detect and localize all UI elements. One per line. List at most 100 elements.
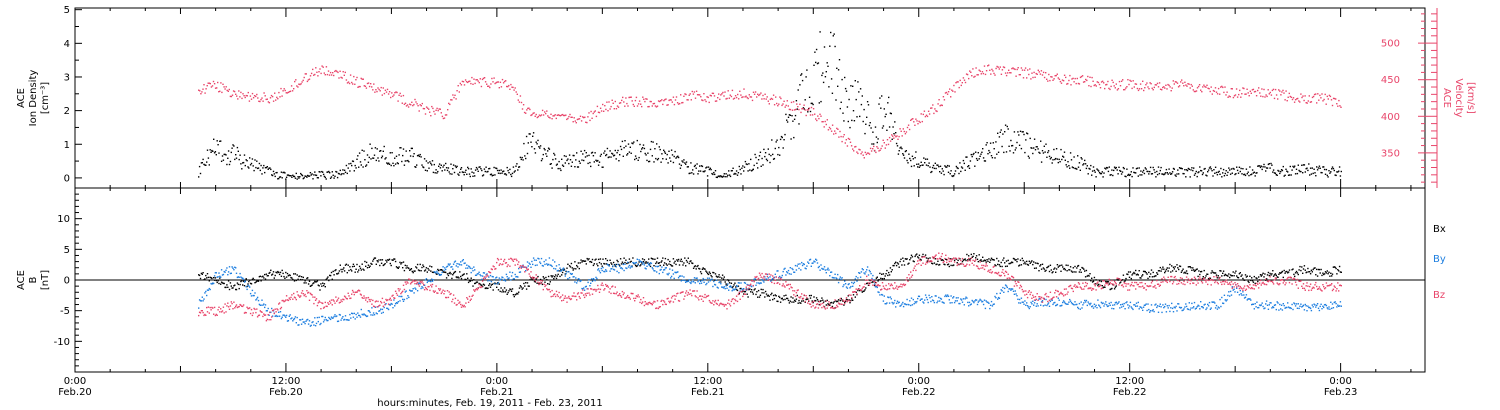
density-point <box>893 133 895 135</box>
by-point <box>1104 303 1106 305</box>
density-point <box>582 153 584 155</box>
velocity-point <box>1223 91 1225 94</box>
density-point <box>646 159 648 162</box>
bx-point <box>1229 274 1232 276</box>
density-point <box>386 162 388 164</box>
by-point <box>990 300 993 303</box>
density-point <box>409 150 411 152</box>
density-point <box>1106 167 1109 169</box>
density-point <box>223 153 225 156</box>
by-point <box>1015 293 1017 295</box>
density-point <box>723 173 725 175</box>
bx-point <box>735 288 738 291</box>
by-point <box>414 287 416 289</box>
by-point <box>236 276 239 279</box>
velocity-point <box>400 95 402 97</box>
bx-point <box>918 254 921 256</box>
velocity-point <box>1090 85 1092 88</box>
by-point <box>753 278 755 280</box>
velocity-point <box>919 121 921 124</box>
by-point <box>335 315 337 318</box>
by-point <box>231 266 233 268</box>
by-point <box>1009 288 1011 290</box>
by-point <box>370 314 372 316</box>
density-point <box>1065 164 1067 166</box>
density-point <box>1042 152 1045 154</box>
bx-point <box>677 260 679 262</box>
bx-point <box>781 297 783 299</box>
density-point <box>505 174 508 176</box>
density-point <box>352 160 355 163</box>
density-point <box>817 62 820 64</box>
velocity-point <box>540 114 543 116</box>
density-point <box>931 170 933 173</box>
bx-point <box>389 262 391 265</box>
by-point <box>597 268 600 270</box>
density-point <box>1309 167 1312 169</box>
by-point <box>657 265 660 267</box>
by-point <box>714 284 717 286</box>
velocity-point <box>882 139 884 141</box>
bx-point <box>715 275 718 277</box>
density-point <box>1310 173 1313 175</box>
by-point <box>721 286 724 288</box>
bx-point <box>408 267 410 270</box>
bx-point <box>998 264 1001 266</box>
bx-point <box>201 273 203 275</box>
by-point <box>801 264 804 267</box>
velocity-point <box>527 107 529 110</box>
by-point <box>902 301 904 304</box>
density-point <box>1307 169 1309 172</box>
by-point <box>743 281 746 284</box>
bx-point <box>1078 271 1081 273</box>
bx-point <box>871 281 873 284</box>
velocity-point <box>998 68 1000 70</box>
velocity-point <box>1088 85 1090 87</box>
velocity-point <box>767 100 769 102</box>
velocity-point <box>627 105 629 107</box>
density-point <box>1003 151 1005 154</box>
velocity-point <box>479 78 481 80</box>
velocity-point <box>1175 81 1178 83</box>
velocity-point <box>723 95 725 97</box>
bx-point <box>1212 271 1214 274</box>
velocity-point <box>484 81 487 83</box>
bx-point <box>1152 271 1154 274</box>
by-point <box>480 275 482 277</box>
density-point <box>479 166 481 168</box>
bx-point <box>461 274 464 277</box>
density-point <box>651 155 653 157</box>
velocity-point <box>1196 87 1199 89</box>
bx-point <box>1128 276 1131 278</box>
bx-point <box>847 295 849 297</box>
velocity-point <box>347 81 350 83</box>
velocity-point <box>229 95 232 98</box>
density-point <box>1319 167 1321 169</box>
bx-point <box>1113 288 1116 290</box>
velocity-point <box>338 77 340 79</box>
density-point <box>590 165 592 168</box>
by-point <box>444 267 446 269</box>
by-point <box>256 296 259 299</box>
density-point <box>653 161 655 163</box>
density-point <box>542 153 544 156</box>
bx-point <box>530 277 532 279</box>
density-point <box>1251 169 1254 171</box>
bx-point <box>758 296 761 298</box>
density-point <box>882 125 885 127</box>
velocity-point <box>713 95 716 97</box>
bx-point <box>917 256 919 258</box>
density-point <box>749 169 751 171</box>
bx-point <box>628 258 631 260</box>
bx-point <box>821 297 823 299</box>
density-tick-label: 4 <box>64 39 70 50</box>
by-point <box>733 289 735 291</box>
bx-point <box>505 289 508 291</box>
by-point <box>997 296 1000 299</box>
density-point <box>1231 172 1233 174</box>
bx-point <box>363 269 365 271</box>
bx-point <box>1189 266 1191 268</box>
bx-point <box>1180 271 1183 273</box>
b-field-axis-title: [nT] <box>40 270 51 290</box>
velocity-point <box>991 68 993 71</box>
